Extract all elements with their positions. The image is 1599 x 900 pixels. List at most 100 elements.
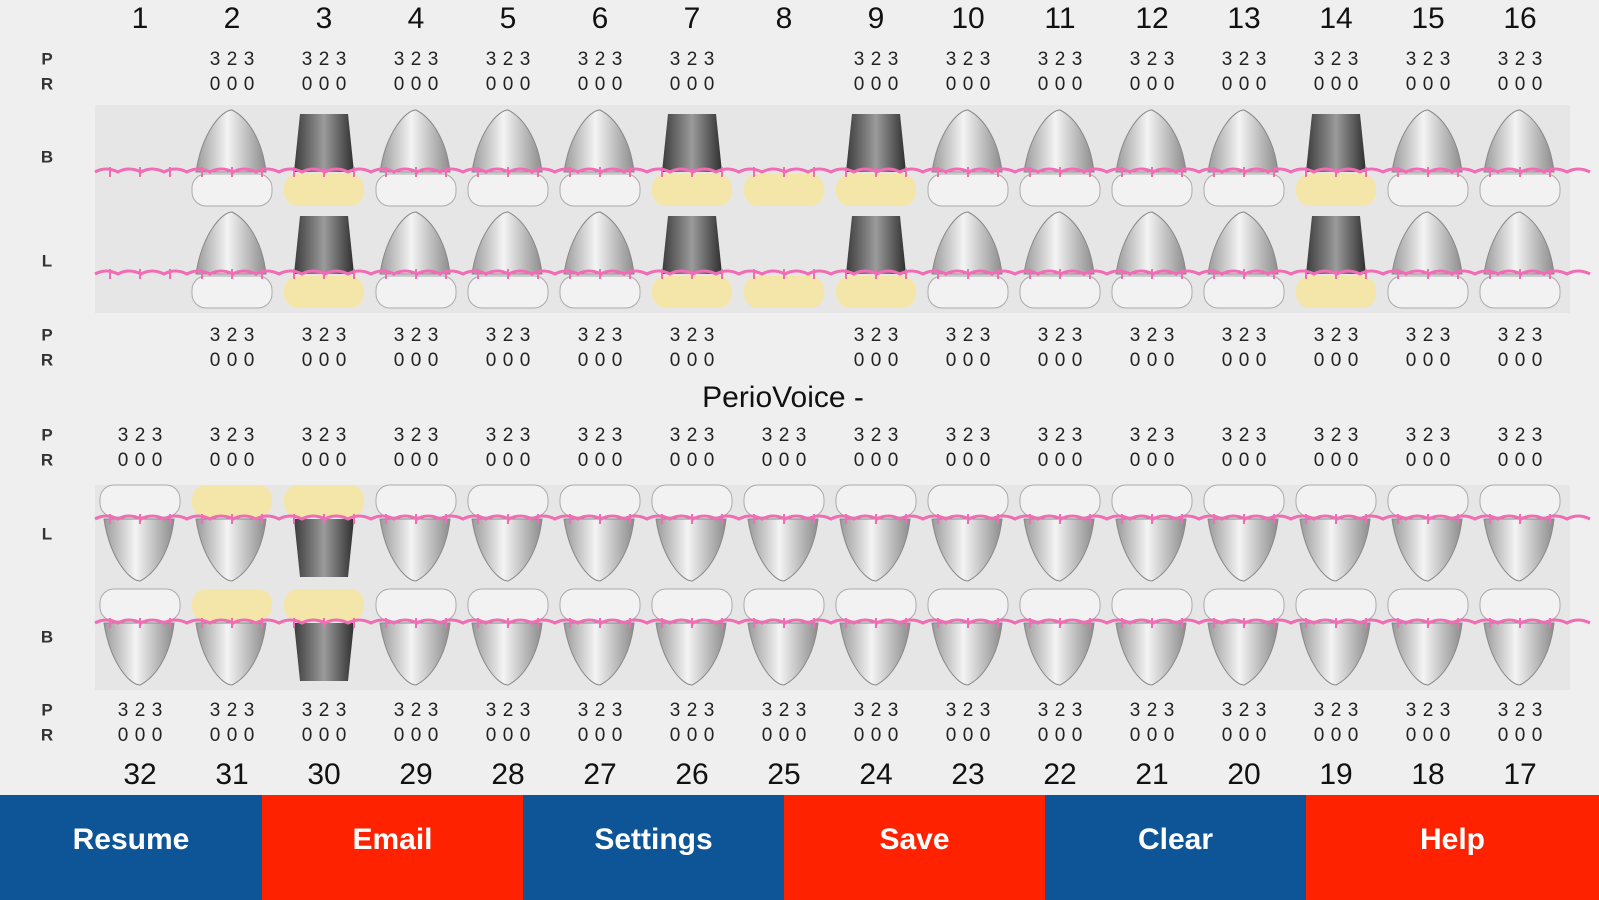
button[interactable]: Resume bbox=[0, 795, 262, 900]
tooth-crown bbox=[284, 276, 364, 308]
probing-depth: 3 bbox=[210, 49, 221, 70]
tooth-root bbox=[1115, 109, 1187, 173]
recession-depth: 0 bbox=[152, 725, 163, 746]
recession-depth: 0 bbox=[980, 350, 991, 371]
tooth-root bbox=[747, 622, 819, 686]
probing-depth: 3 bbox=[854, 325, 865, 346]
button[interactable]: Clear bbox=[1045, 795, 1306, 900]
recession-depth: 0 bbox=[1130, 725, 1141, 746]
recession-depth: 0 bbox=[1147, 725, 1158, 746]
tooth-number: 14 bbox=[1319, 2, 1352, 35]
tooth-crown bbox=[1111, 275, 1193, 309]
recession-depth: 0 bbox=[854, 350, 865, 371]
recession-depth: 0 bbox=[946, 450, 957, 471]
probing-depth: 2 bbox=[871, 49, 882, 70]
probing-depth: 3 bbox=[1072, 700, 1083, 721]
probing-depth: 3 bbox=[520, 325, 531, 346]
probing-depth: 3 bbox=[854, 49, 865, 70]
probing-depth: 3 bbox=[1406, 700, 1417, 721]
implant bbox=[662, 216, 722, 274]
recession-depth: 0 bbox=[227, 450, 238, 471]
probing-depth: 2 bbox=[595, 325, 606, 346]
tooth-number: 18 bbox=[1411, 758, 1444, 791]
recession-depth: 0 bbox=[1038, 725, 1049, 746]
probing-depth: 3 bbox=[1406, 325, 1417, 346]
probing-depth: 3 bbox=[1164, 325, 1175, 346]
tooth-crown bbox=[743, 484, 825, 518]
tooth-crown bbox=[467, 484, 549, 518]
probing-depth: 3 bbox=[1532, 49, 1543, 70]
recession-depth: 0 bbox=[210, 350, 221, 371]
probing-depth: 3 bbox=[670, 700, 681, 721]
recession-depth: 0 bbox=[1515, 725, 1526, 746]
recession-depth: 0 bbox=[1055, 350, 1066, 371]
recession-depth: 0 bbox=[1164, 74, 1175, 95]
probing-depth: 2 bbox=[411, 49, 422, 70]
probing-depth: 3 bbox=[336, 425, 347, 446]
recession-depth: 0 bbox=[854, 450, 865, 471]
tooth-crown bbox=[1296, 174, 1376, 206]
recession-depth: 0 bbox=[595, 725, 606, 746]
probing-depth: 3 bbox=[578, 49, 589, 70]
probing-depth: 3 bbox=[210, 425, 221, 446]
implant bbox=[294, 519, 354, 577]
probing-depth: 2 bbox=[1147, 425, 1158, 446]
recession-depth: 0 bbox=[704, 725, 715, 746]
button[interactable]: Save bbox=[784, 795, 1045, 900]
button[interactable]: Email bbox=[262, 795, 523, 900]
probing-depth: 2 bbox=[871, 325, 882, 346]
tooth-root bbox=[1115, 211, 1187, 275]
recession-depth: 0 bbox=[1130, 74, 1141, 95]
recession-depth: 0 bbox=[394, 450, 405, 471]
probing-depth: 3 bbox=[1164, 425, 1175, 446]
recession-depth: 0 bbox=[428, 450, 439, 471]
recession-depth: 0 bbox=[336, 450, 347, 471]
recession-depth: 0 bbox=[1038, 350, 1049, 371]
tooth-crown bbox=[652, 174, 732, 206]
probing-depth: 2 bbox=[319, 425, 330, 446]
probing-depth: 3 bbox=[762, 425, 773, 446]
tooth-number: 21 bbox=[1135, 758, 1168, 791]
recession-depth: 0 bbox=[1055, 725, 1066, 746]
tooth-root bbox=[839, 518, 911, 582]
tooth-root bbox=[931, 109, 1003, 173]
probing-depth: 3 bbox=[762, 700, 773, 721]
tooth-number: 9 bbox=[868, 2, 885, 35]
probing-depth: 3 bbox=[428, 49, 439, 70]
tooth-crown bbox=[1295, 588, 1377, 622]
row-label: P bbox=[41, 425, 52, 444]
probing-depth: 3 bbox=[946, 49, 957, 70]
recession-depth: 0 bbox=[612, 74, 623, 95]
tooth-number: 26 bbox=[675, 758, 708, 791]
recession-depth: 0 bbox=[1440, 350, 1451, 371]
recession-depth: 0 bbox=[152, 450, 163, 471]
probing-depth: 3 bbox=[428, 700, 439, 721]
probing-depth: 3 bbox=[888, 425, 899, 446]
probing-depth: 2 bbox=[503, 425, 514, 446]
recession-depth: 0 bbox=[486, 74, 497, 95]
recession-depth: 0 bbox=[1314, 725, 1325, 746]
probing-depth: 3 bbox=[854, 425, 865, 446]
tooth-root bbox=[195, 211, 267, 275]
row-label: R bbox=[41, 74, 53, 93]
recession-depth: 0 bbox=[595, 450, 606, 471]
recession-depth: 0 bbox=[244, 74, 255, 95]
recession-depth: 0 bbox=[796, 725, 807, 746]
button[interactable]: Settings bbox=[523, 795, 784, 900]
recession-depth: 0 bbox=[135, 725, 146, 746]
tooth-crown bbox=[836, 174, 916, 206]
recession-depth: 0 bbox=[871, 450, 882, 471]
probing-depth: 3 bbox=[394, 425, 405, 446]
recession-depth: 0 bbox=[135, 450, 146, 471]
probing-depth: 3 bbox=[244, 49, 255, 70]
tooth-number: 16 bbox=[1503, 2, 1536, 35]
tooth-root bbox=[563, 518, 635, 582]
button[interactable]: Help bbox=[1306, 795, 1599, 900]
recession-depth: 0 bbox=[227, 350, 238, 371]
probing-depth: 2 bbox=[1423, 49, 1434, 70]
tooth-crown bbox=[375, 275, 457, 309]
recession-depth: 0 bbox=[762, 725, 773, 746]
probing-depth: 3 bbox=[670, 49, 681, 70]
tooth-number: 24 bbox=[859, 758, 892, 791]
probing-depth: 3 bbox=[520, 49, 531, 70]
